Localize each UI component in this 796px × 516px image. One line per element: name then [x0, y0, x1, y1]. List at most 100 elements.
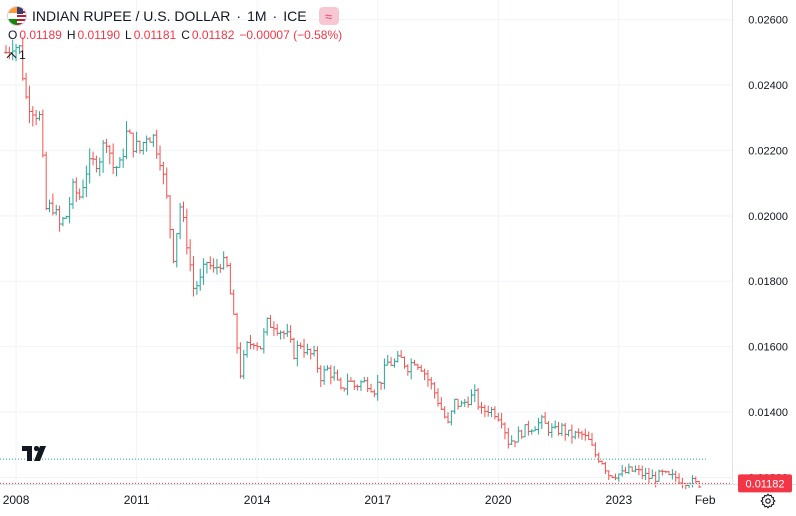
ohlc-bar	[181, 201, 186, 222]
close-label: C	[181, 28, 190, 42]
ohlc-bar	[439, 397, 444, 411]
ohlc-bar	[131, 132, 136, 158]
indicator-toggle-icon[interactable]: ≈	[318, 7, 339, 25]
last-price-text: 0.01182	[746, 478, 785, 490]
ohlc-bar	[606, 470, 611, 481]
ohlc-bar	[566, 429, 571, 437]
ohlc-bar	[147, 137, 152, 143]
ohlc-bar	[70, 178, 75, 209]
x-tick-label: 2014	[244, 493, 271, 507]
ohlc-bar	[395, 351, 400, 363]
ohlc-bar	[382, 358, 387, 390]
ohlc-bar	[97, 157, 102, 177]
ohlc-bar	[101, 139, 106, 173]
ohlc-bar	[74, 177, 79, 202]
ohlc-bar	[57, 205, 62, 232]
ohlc-bar	[158, 145, 163, 171]
ohlc-bar	[134, 131, 139, 153]
ohlc-bar	[549, 423, 554, 438]
separator: ·	[236, 8, 242, 24]
price-axis[interactable]: 0.02600 0.02400 0.02200 0.02000 0.01800 0.016…	[732, 0, 789, 484]
y-tick-label: 0.02400	[748, 80, 788, 92]
ohlc-bar	[529, 429, 534, 435]
ohlc-bar	[328, 365, 333, 385]
last-price-label: 0.01182	[738, 474, 792, 493]
ohlc-bar	[238, 342, 243, 379]
ohlc-bar	[422, 368, 427, 381]
ohlc-legend: O 0.01189 H 0.01190 L 0.01181 C 0.01182 −0.0…	[8, 28, 345, 42]
exchange-label: ICE	[283, 8, 307, 24]
ohlc-bar	[569, 424, 574, 444]
ohlc-bar	[164, 167, 169, 199]
ohlc-bar	[84, 165, 89, 198]
ohlc-bar	[603, 461, 608, 475]
y-tick-label: 0.01600	[748, 342, 788, 354]
tradingview-logo[interactable]	[21, 443, 49, 465]
ohlc-bar	[576, 428, 581, 439]
ohlc-bar	[449, 410, 454, 426]
inr-usd-flag-icon	[8, 7, 26, 25]
ohlc-bar	[178, 203, 183, 240]
ohlc-bar	[302, 338, 307, 358]
ohlc-bar	[228, 262, 233, 295]
chart-header: INDIAN RUPEE / U.S. DOLLAR · 1M · ICE ≈	[8, 5, 339, 27]
x-tick-label: Feb	[695, 493, 716, 507]
ohlc-bar	[469, 389, 474, 406]
ohlc-bar	[579, 430, 584, 440]
ohlc-bar	[87, 148, 92, 184]
ohlc-bar	[30, 106, 35, 127]
ohlc-bar	[137, 140, 142, 154]
ohlc-bar	[399, 350, 404, 358]
ohlc-bar	[295, 340, 300, 367]
ohlc-bar	[342, 387, 347, 392]
interval-label[interactable]: 1M	[247, 8, 267, 24]
time-axis[interactable]: 2008 2011 2014 2017 2020 2023 Feb	[0, 484, 796, 508]
settings-icon[interactable]	[760, 493, 776, 509]
x-tick-label: 2008	[3, 493, 30, 507]
ohlc-bar	[633, 465, 638, 473]
ohlc-bar	[492, 406, 497, 420]
ohlc-bar	[298, 342, 303, 349]
ohlc-bar	[221, 251, 226, 270]
ohlc-bar	[502, 422, 507, 440]
last-price-badge	[738, 474, 792, 493]
open-value: 0.01189	[19, 28, 62, 42]
ohlc-bar	[34, 109, 39, 126]
low-value: 0.01181	[133, 28, 177, 42]
ohlc-bar	[117, 157, 122, 168]
ohlc-bar	[533, 426, 538, 432]
ohlc-bar	[281, 330, 286, 339]
ohlc-bar	[214, 258, 219, 275]
low-label: L	[125, 28, 132, 42]
close-value: 0.01182	[191, 28, 235, 42]
ohlc-bar	[526, 420, 531, 436]
ohlc-bar	[335, 369, 340, 381]
chevron-up-icon[interactable]	[6, 52, 17, 62]
ohlc-bar	[432, 381, 437, 399]
ohlc-bar	[107, 145, 112, 165]
separator: ·	[272, 8, 278, 24]
ohlc-bar	[372, 389, 377, 398]
ohlc-bar	[111, 143, 116, 175]
ohlc-bar	[523, 424, 528, 438]
high-label: H	[66, 28, 76, 42]
ohlc-bar	[683, 482, 688, 490]
y-tick-label: 0.01400	[748, 407, 788, 419]
y-tick-label: 0.02000	[748, 211, 788, 223]
ohlc-bar	[141, 141, 146, 155]
high-value: 0.01190	[77, 28, 121, 42]
ohlc-bar	[345, 373, 350, 396]
ohlc-bar	[643, 467, 648, 481]
ohlc-bar	[456, 398, 461, 410]
ohlc-bars	[4, 37, 702, 490]
ohlc-bar	[499, 412, 504, 429]
ohlc-bar	[47, 199, 52, 213]
ohlc-bar	[121, 148, 126, 168]
ohlc-bar	[265, 317, 270, 336]
ohlc-bar	[462, 399, 467, 408]
ohlc-bar	[37, 111, 42, 121]
symbol-name[interactable]: INDIAN RUPEE / U.S. DOLLAR	[32, 8, 231, 24]
collapse-toggle[interactable]: 1	[6, 48, 26, 62]
ohlc-bar	[151, 134, 156, 147]
